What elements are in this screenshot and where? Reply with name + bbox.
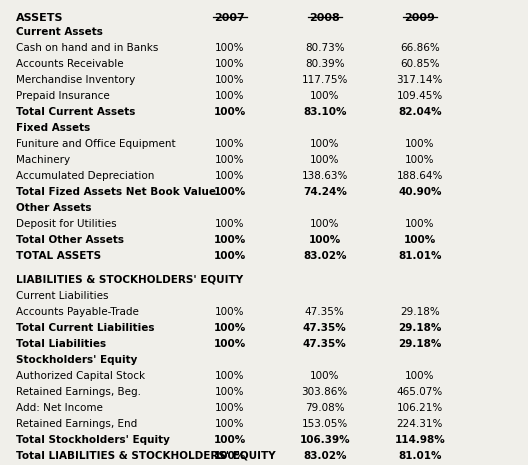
Text: 74.24%: 74.24% <box>303 187 347 197</box>
Text: 100%: 100% <box>405 219 435 229</box>
Text: 317.14%: 317.14% <box>397 75 443 85</box>
Text: Accumulated Depreciation: Accumulated Depreciation <box>16 171 154 181</box>
Text: 114.98%: 114.98% <box>394 435 445 445</box>
Text: 29.18%: 29.18% <box>400 306 440 317</box>
Text: 100%: 100% <box>213 339 246 349</box>
Text: 100%: 100% <box>405 155 435 165</box>
Text: 100%: 100% <box>215 59 244 69</box>
Text: 83.02%: 83.02% <box>303 451 346 461</box>
Text: 29.18%: 29.18% <box>398 339 441 349</box>
Text: Funiture and Office Equipment: Funiture and Office Equipment <box>16 139 175 149</box>
Text: 100%: 100% <box>215 75 244 85</box>
Text: ASSETS: ASSETS <box>16 13 63 23</box>
Text: Retained Earnings, End: Retained Earnings, End <box>16 419 137 429</box>
Text: Total Liabilities: Total Liabilities <box>16 339 106 349</box>
Text: 100%: 100% <box>405 371 435 381</box>
Text: 100%: 100% <box>215 403 244 413</box>
Text: 80.39%: 80.39% <box>305 59 345 69</box>
Text: Prepaid Insurance: Prepaid Insurance <box>16 91 110 101</box>
Text: Total Other Assets: Total Other Assets <box>16 235 124 245</box>
Text: 100%: 100% <box>308 235 341 245</box>
Text: Current Assets: Current Assets <box>16 27 103 37</box>
Text: Stockholders' Equity: Stockholders' Equity <box>16 355 137 365</box>
Text: Fixed Assets: Fixed Assets <box>16 123 90 133</box>
Text: Machinery: Machinery <box>16 155 70 165</box>
Text: 47.35%: 47.35% <box>305 306 345 317</box>
Text: 100%: 100% <box>215 43 244 53</box>
Text: 2009: 2009 <box>404 13 435 23</box>
Text: Merchandise Inventory: Merchandise Inventory <box>16 75 135 85</box>
Text: Total Fized Assets Net Book Value: Total Fized Assets Net Book Value <box>16 187 216 197</box>
Text: Other Assets: Other Assets <box>16 203 91 213</box>
Text: 100%: 100% <box>215 91 244 101</box>
Text: 100%: 100% <box>215 306 244 317</box>
Text: LIABILITIES & STOCKHOLDERS' EQUITY: LIABILITIES & STOCKHOLDERS' EQUITY <box>16 274 243 285</box>
Text: 100%: 100% <box>215 139 244 149</box>
Text: 100%: 100% <box>213 107 246 117</box>
Text: 81.01%: 81.01% <box>398 251 441 261</box>
Text: 100%: 100% <box>310 371 340 381</box>
Text: Accounts Receivable: Accounts Receivable <box>16 59 124 69</box>
Text: 47.35%: 47.35% <box>303 323 346 332</box>
Text: Cash on hand and in Banks: Cash on hand and in Banks <box>16 43 158 53</box>
Text: 100%: 100% <box>310 139 340 149</box>
Text: 100%: 100% <box>310 91 340 101</box>
Text: 100%: 100% <box>213 435 246 445</box>
Text: 106.39%: 106.39% <box>299 435 350 445</box>
Text: 2008: 2008 <box>309 13 340 23</box>
Text: TOTAL ASSETS: TOTAL ASSETS <box>16 251 101 261</box>
Text: Total Stockholders' Equity: Total Stockholders' Equity <box>16 435 169 445</box>
Text: 100%: 100% <box>213 251 246 261</box>
Text: 117.75%: 117.75% <box>301 75 348 85</box>
Text: 465.07%: 465.07% <box>397 387 443 397</box>
Text: 100%: 100% <box>215 219 244 229</box>
Text: 100%: 100% <box>310 219 340 229</box>
Text: 100%: 100% <box>310 155 340 165</box>
Text: 100%: 100% <box>213 451 246 461</box>
Text: 100%: 100% <box>213 187 246 197</box>
Text: 81.01%: 81.01% <box>398 451 441 461</box>
Text: 100%: 100% <box>215 155 244 165</box>
Text: 106.21%: 106.21% <box>397 403 443 413</box>
Text: 100%: 100% <box>215 371 244 381</box>
Text: 80.73%: 80.73% <box>305 43 345 53</box>
Text: 47.35%: 47.35% <box>303 339 346 349</box>
Text: 138.63%: 138.63% <box>301 171 348 181</box>
Text: 100%: 100% <box>215 171 244 181</box>
Text: 100%: 100% <box>403 235 436 245</box>
Text: Total LIABILITIES & STOCKHOLDERS' EQUITY: Total LIABILITIES & STOCKHOLDERS' EQUITY <box>16 451 276 461</box>
Text: 100%: 100% <box>213 235 246 245</box>
Text: 100%: 100% <box>215 387 244 397</box>
Text: 82.04%: 82.04% <box>398 107 441 117</box>
Text: 2007: 2007 <box>214 13 245 23</box>
Text: Add: Net Income: Add: Net Income <box>16 403 103 413</box>
Text: 100%: 100% <box>213 323 246 332</box>
Text: 224.31%: 224.31% <box>397 419 443 429</box>
Text: 100%: 100% <box>215 419 244 429</box>
Text: 66.86%: 66.86% <box>400 43 440 53</box>
Text: Retained Earnings, Beg.: Retained Earnings, Beg. <box>16 387 141 397</box>
Text: 153.05%: 153.05% <box>301 419 348 429</box>
Text: Authorized Capital Stock: Authorized Capital Stock <box>16 371 145 381</box>
Text: 40.90%: 40.90% <box>398 187 441 197</box>
Text: 83.10%: 83.10% <box>303 107 346 117</box>
Text: Current Liabilities: Current Liabilities <box>16 291 108 300</box>
Text: Deposit for Utilities: Deposit for Utilities <box>16 219 117 229</box>
Text: 100%: 100% <box>405 139 435 149</box>
Text: Total Current Assets: Total Current Assets <box>16 107 135 117</box>
Text: 109.45%: 109.45% <box>397 91 443 101</box>
Text: 188.64%: 188.64% <box>397 171 443 181</box>
Text: 29.18%: 29.18% <box>398 323 441 332</box>
Text: Total Current Liabilities: Total Current Liabilities <box>16 323 154 332</box>
Text: 83.02%: 83.02% <box>303 251 346 261</box>
Text: Accounts Payable-Trade: Accounts Payable-Trade <box>16 306 139 317</box>
Text: 79.08%: 79.08% <box>305 403 345 413</box>
Text: 60.85%: 60.85% <box>400 59 440 69</box>
Text: 303.86%: 303.86% <box>301 387 348 397</box>
